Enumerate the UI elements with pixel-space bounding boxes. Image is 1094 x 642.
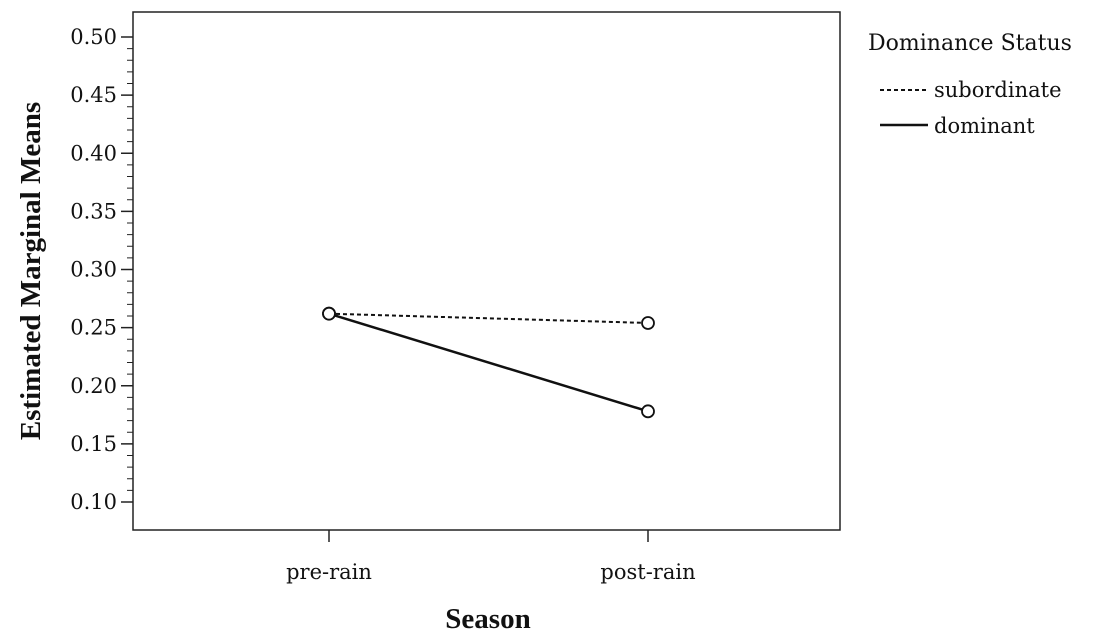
x-tick-label: pre-rain [286, 560, 372, 584]
legend-label-subordinate: subordinate [934, 78, 1062, 102]
y-axis-ticks: 0.10 0.15 0.20 0.25 0.30 0.35 0.40 0.45 0.50 [70, 25, 133, 514]
y-tick-label: 0.10 [70, 490, 117, 514]
legend-label-dominant: dominant [934, 114, 1035, 138]
y-tick-label: 0.15 [70, 432, 117, 456]
y-tick-label: 0.40 [70, 141, 117, 165]
x-axis-ticks: pre-rain post-rain [286, 530, 696, 584]
x-axis-title: Season [445, 603, 530, 635]
legend: Dominance Status subordinate dominant [868, 31, 1072, 138]
y-tick-label: 0.50 [70, 25, 117, 49]
data-point-dominant [322, 306, 336, 321]
data-point-subordinate [641, 316, 655, 330]
y-axis-title: Estimated Marginal Means [15, 102, 47, 440]
plot-frame [132, 11, 841, 531]
y-tick-label: 0.35 [70, 199, 117, 223]
y-tick-label: 0.45 [70, 83, 117, 107]
data-point-dominant [641, 404, 655, 419]
y-tick-label: 0.20 [70, 374, 117, 398]
series-line-dominant [328, 312, 649, 413]
x-tick-label: post-rain [600, 560, 695, 584]
y-tick-label: 0.30 [70, 258, 117, 282]
y-tick-label: 0.25 [70, 316, 117, 340]
legend-title: Dominance Status [868, 31, 1072, 56]
series-line-subordinate [328, 312, 649, 324]
series-layer [322, 306, 655, 419]
